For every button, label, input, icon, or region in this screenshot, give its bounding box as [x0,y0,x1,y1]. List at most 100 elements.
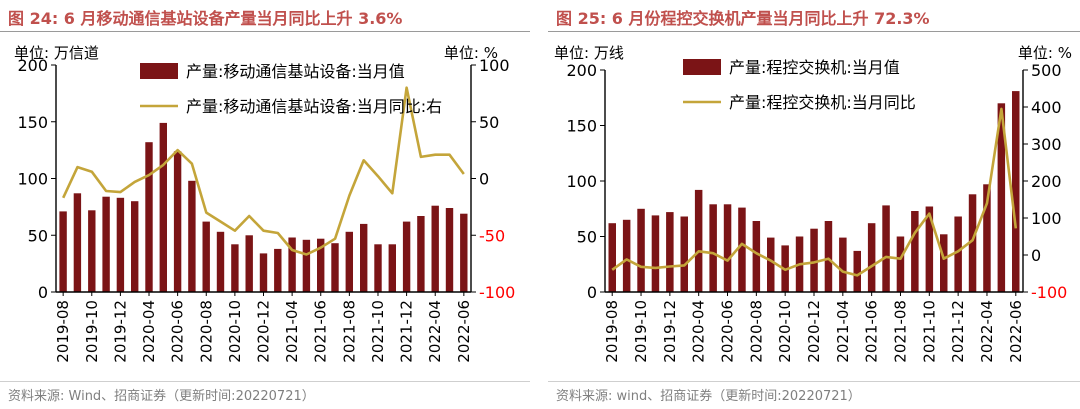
bar-mark [709,204,717,292]
x-tick-label: 2020-12 [805,300,823,363]
right-tick-label: -100 [479,283,515,302]
bar-mark [853,250,861,292]
figure-title: 图 25: 6 月份程控交换机产量当月同比上升 72.3% [556,9,930,28]
bar-mark [159,122,167,293]
bar-mark [752,221,761,292]
bar-mark [867,223,876,292]
bar-mark [637,208,645,293]
x-tick-label: 2020-10 [776,300,794,363]
x-tick-label: 2021-06 [312,300,330,363]
x-tick-label: 2022-04 [426,300,444,363]
left-unit-label: 单位: 万线 [554,44,624,62]
bar-mark [666,212,674,292]
bar-mark [460,213,468,292]
bar-mark [968,194,977,292]
right-tick-label: 0 [479,170,489,189]
bar-mark [882,205,890,292]
left-tick-label: 0 [38,283,48,302]
left-tick-label: 100 [566,172,597,191]
right-tick-label: 300 [1031,135,1062,154]
bar-mark [651,215,660,292]
bar-mark [767,237,775,292]
figure-title: 图 24: 6 月移动通信基站设备产量当月同比上升 3.6% [8,9,403,28]
x-tick-label: 2021-10 [920,300,938,363]
x-tick-label: 2019-08 [54,300,72,363]
bar-mark [188,180,196,292]
x-tick-label: 2022-06 [455,300,473,363]
x-tick-label: 2021-04 [834,300,852,363]
legend-line-label: 产量:程控交换机:当月同比 [729,93,916,112]
bar-mark [940,234,948,292]
x-tick-label: 2021-10 [369,300,387,363]
left-tick-label: 50 [28,226,48,245]
x-tick-label: 2019-10 [83,300,101,363]
chart-panel-25: 图 25: 6 月份程控交换机产量当月同比上升 72.3% 单位: 万线 单位: … [548,0,1080,409]
bar-mark [345,231,353,292]
left-tick-label: 150 [566,117,597,136]
bar-mark [216,231,225,292]
chart-svg: 单位: 万线 单位: % 0 50 100 150 200 -100 0 100 200 300 400… [554,44,1072,363]
left-tick-label: 0 [587,283,597,302]
right-tick-label: 500 [1031,61,1062,80]
x-tick-label: 2021-04 [283,300,301,363]
x-tick-label: 2022-04 [978,300,996,363]
left-tick-label: 200 [17,56,48,75]
bar-mark [202,221,210,292]
x-tick-label: 2019-12 [661,300,679,363]
bar-mark [73,193,82,292]
right-tick-label: 50 [479,113,499,132]
title-divider [548,31,1080,32]
bar-mark [374,244,382,292]
legend-bar-swatch [683,59,721,75]
bar-mark [417,216,425,292]
left-tick-label: 100 [17,170,48,189]
bar-mark [997,103,1006,292]
right-unit-label: 单位: % [444,44,498,62]
legend-bar-label: 产量:程控交换机:当月值 [729,58,900,77]
bar-mark [911,211,919,292]
chart-svg: 单位: 万信道 单位: % 0 50 100 150 200 -100 -50 0 50 100 201… [14,44,515,363]
right-tick-label: 200 [1031,172,1062,191]
source-note: 资料来源: Wind、招商证券（更新时间:20220721） [8,389,315,404]
bar-mark [925,206,934,292]
bar-mark [259,253,268,292]
x-tick-label: 2020-12 [255,300,273,363]
bar-mark [810,228,818,292]
bar-mark [723,204,732,292]
bar-mark [231,244,239,292]
bar-mark [145,142,153,292]
bar-mark [680,216,688,292]
x-tick-label: 2021-12 [949,300,967,363]
bar-mark [88,210,96,292]
x-tick-label: 2022-06 [1007,300,1025,363]
x-tick-label: 2021-08 [340,300,358,363]
bar-mark [116,197,125,292]
bar-mark [245,235,253,293]
x-tick-label: 2019-08 [603,300,621,363]
right-tick-label: -50 [479,226,505,245]
bar-mark [102,196,110,292]
bar-mark [302,239,311,292]
x-tick-label: 2019-12 [111,300,129,363]
bar-mark [622,219,631,292]
bar-mark [173,151,182,292]
legend-bar-label: 产量:移动通信基站设备:当月值 [186,62,405,81]
bar-mark [388,244,396,292]
right-unit-label: 单位: % [1018,44,1072,62]
x-tick-label: 2021-08 [891,300,909,363]
x-tick-label: 2020-08 [197,300,215,363]
bar-mark [317,238,325,292]
title-divider [0,31,530,32]
x-tick-label: 2021-12 [398,300,416,363]
left-tick-label: 50 [577,228,597,247]
source-note: 资料来源: wind、招商证券（更新时间:20220721） [556,389,861,404]
x-tick-label: 2020-04 [690,300,708,363]
source-divider [548,381,1080,382]
bar-mark [360,223,368,292]
bar-mark [983,184,991,292]
bar-mark [445,208,454,292]
bar-mark [431,205,439,292]
legend-bar-swatch [140,63,178,79]
left-tick-label: 200 [566,61,597,80]
left-tick-label: 150 [17,113,48,132]
